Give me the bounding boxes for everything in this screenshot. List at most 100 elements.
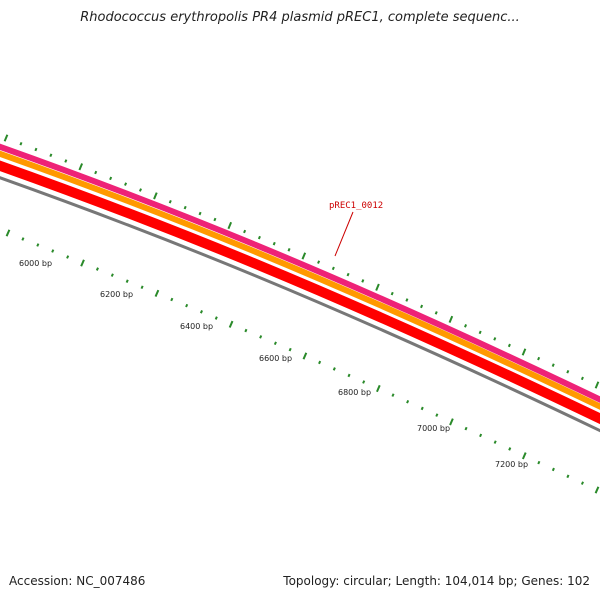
tick-mark <box>551 363 555 367</box>
tick-mark <box>420 304 424 309</box>
gene-label-leader <box>334 211 354 257</box>
tick-mark <box>257 235 261 240</box>
tick-mark <box>243 229 247 234</box>
tick-mark <box>464 324 468 328</box>
tick-mark <box>183 205 187 210</box>
tick-mark <box>435 413 439 417</box>
tick-mark <box>64 159 68 163</box>
tick-mark <box>317 260 321 264</box>
tick-mark <box>521 452 527 460</box>
tick-mark <box>213 217 217 222</box>
tick-mark <box>391 393 395 397</box>
tick-mark <box>34 147 38 152</box>
tick-mark <box>521 348 527 356</box>
bp-label: 6000 bp <box>19 259 52 268</box>
tick-mark <box>507 343 511 348</box>
tick-mark <box>154 289 160 297</box>
tick-mark <box>140 285 144 290</box>
bp-label: 6800 bp <box>338 388 371 397</box>
tick-mark <box>214 316 218 320</box>
accession-text: Accession: NC_007486 <box>9 574 146 588</box>
tick-mark <box>375 283 380 291</box>
tick-mark <box>259 335 263 339</box>
tick-mark <box>125 279 129 283</box>
tick-mark <box>566 370 570 374</box>
tick-mark <box>80 259 85 267</box>
tick-mark <box>36 243 40 247</box>
tick-mark <box>405 298 409 302</box>
tick-mark <box>537 356 541 361</box>
tick-mark <box>594 486 600 494</box>
inner-tick-marks <box>5 229 600 494</box>
tick-mark <box>361 279 365 283</box>
topology-summary: Topology: circular; Length: 104,014 bp; … <box>283 574 590 588</box>
tick-mark <box>138 188 142 192</box>
tick-mark <box>537 460 541 465</box>
map-title: Rhodococcus erythropolis PR4 plasmid pRE… <box>80 10 520 25</box>
tick-mark <box>318 360 322 365</box>
tick-mark <box>332 367 336 371</box>
track-gray <box>0 176 600 433</box>
tick-mark <box>185 303 189 308</box>
tick-mark <box>347 373 351 378</box>
tick-mark <box>66 255 70 259</box>
tick-mark <box>51 249 55 253</box>
tick-mark <box>19 141 23 146</box>
track-red <box>0 160 600 425</box>
tick-mark <box>434 311 438 315</box>
tick-mark <box>170 297 174 302</box>
tick-mark <box>302 352 308 360</box>
tick-mark <box>153 192 158 200</box>
tick-mark <box>580 481 584 485</box>
tick-mark <box>449 418 454 426</box>
tick-mark <box>228 320 234 328</box>
tick-mark <box>198 211 202 216</box>
tick-mark <box>346 272 350 277</box>
gene-label[interactable]: pREC1_0012 <box>329 201 383 211</box>
bp-label: 7000 bp <box>417 424 450 433</box>
outer-tick-marks <box>3 134 600 389</box>
tick-mark <box>272 241 276 246</box>
track-orange <box>0 150 600 410</box>
tick-mark <box>594 381 600 389</box>
tick-mark <box>448 315 454 323</box>
tick-mark <box>227 221 233 230</box>
tick-mark <box>288 347 292 352</box>
tick-mark <box>110 273 114 277</box>
tick-mark <box>508 447 512 451</box>
tick-mark <box>390 291 394 296</box>
tick-mark <box>78 163 84 171</box>
tick-mark <box>566 474 570 479</box>
tick-mark <box>406 400 410 404</box>
tick-mark <box>273 341 277 345</box>
tick-mark <box>124 182 128 186</box>
bp-label: 6600 bp <box>259 354 292 363</box>
tick-mark <box>244 328 248 333</box>
tick-mark <box>362 380 366 384</box>
track-magenta <box>0 143 600 403</box>
tick-mark <box>464 426 468 431</box>
tick-mark <box>287 248 291 252</box>
tick-mark <box>168 199 172 204</box>
bp-label: 6400 bp <box>180 322 213 331</box>
bp-label: 7200 bp <box>495 460 528 469</box>
tick-mark <box>479 433 483 438</box>
tick-mark <box>331 266 335 271</box>
tick-mark <box>580 376 584 381</box>
tick-mark <box>493 337 497 341</box>
tick-mark <box>420 406 424 411</box>
tick-mark <box>3 134 9 142</box>
tick-mark <box>551 467 555 472</box>
tick-mark <box>5 229 11 237</box>
tick-mark <box>94 170 98 175</box>
tick-mark <box>301 252 307 260</box>
tick-mark <box>21 237 25 241</box>
tick-mark <box>49 153 53 158</box>
tick-mark <box>376 384 381 393</box>
tick-mark <box>109 176 113 181</box>
feature-tracks <box>0 143 600 433</box>
tick-mark <box>199 310 203 314</box>
tick-mark <box>493 440 497 444</box>
tick-mark <box>95 267 99 271</box>
